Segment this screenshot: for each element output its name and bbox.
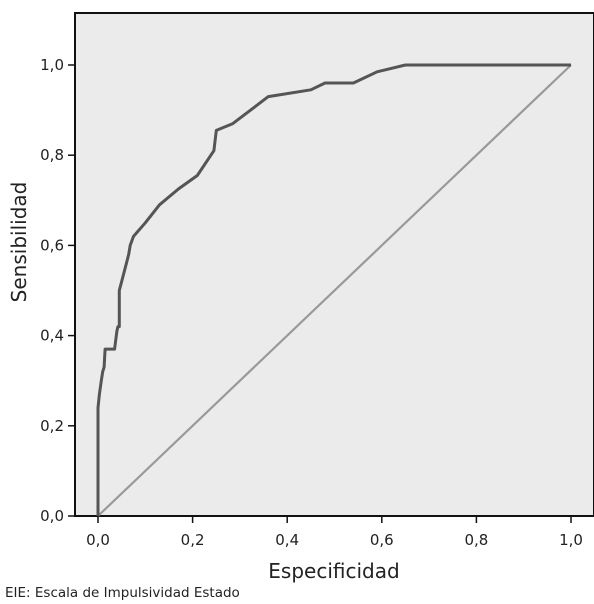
plot-area <box>74 12 594 517</box>
x-tick-label: 0,8 <box>464 531 488 549</box>
y-tick-label: 1,0 <box>40 56 64 74</box>
y-axis-title: Sensibilidad <box>7 182 31 303</box>
y-tick-label: 0,2 <box>40 417 64 435</box>
caption: EIE: Escala de Impulsividad Estado <box>5 585 240 601</box>
x-tick-label: 0,2 <box>181 531 205 549</box>
x-tick-label: 0,0 <box>86 531 110 549</box>
y-tick-label: 0,4 <box>40 327 64 345</box>
x-tick-label: 0,6 <box>370 531 394 549</box>
y-tick-label: 0,0 <box>40 507 64 525</box>
reference-diagonal-line <box>97 64 572 517</box>
y-tick-label: 0,6 <box>40 236 64 254</box>
x-tick-label: 0,4 <box>275 531 299 549</box>
x-axis-title: Especificidad <box>268 559 399 583</box>
y-tick-label: 0,8 <box>40 146 64 164</box>
roc-curve-line <box>96 63 571 516</box>
x-tick-label: 1,0 <box>559 531 583 549</box>
